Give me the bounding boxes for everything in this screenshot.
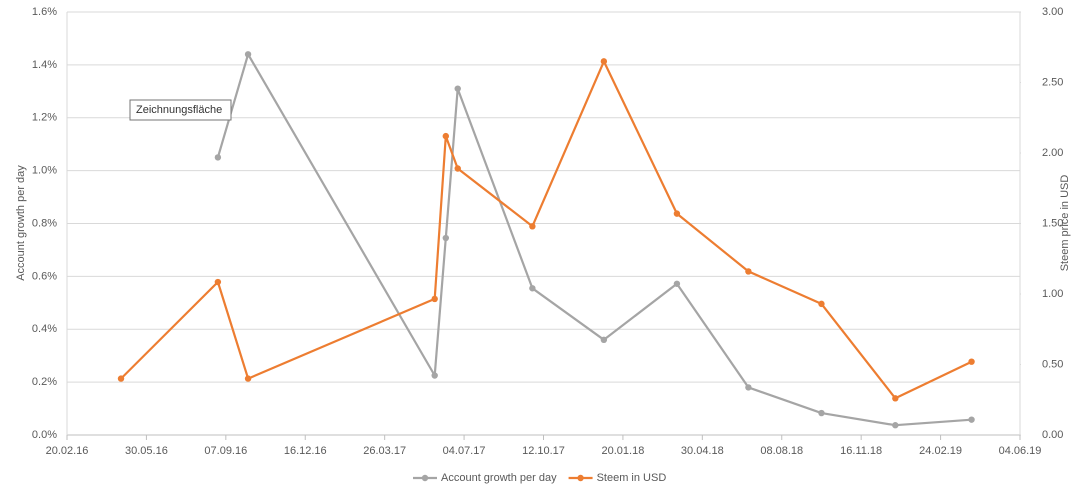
y2-tick-label: 0.00: [1042, 429, 1063, 441]
x-tick-label: 20.02.16: [46, 445, 89, 457]
data-point: [117, 375, 125, 382]
y-tick-label: 1.2%: [32, 112, 57, 124]
data-point: [818, 300, 825, 308]
data-point: [214, 278, 222, 286]
legend-item: Account growth per day: [413, 472, 557, 484]
y-tick-label: 1.6%: [32, 6, 57, 18]
x-tick-label: 12.10.17: [522, 445, 565, 457]
data-point: [600, 336, 608, 344]
x-tick-label: 07.09.16: [204, 445, 247, 457]
y-tick-label: 0.4%: [32, 323, 57, 335]
y2-tick-label: 3.00: [1042, 6, 1063, 18]
y-tick-label: 0.8%: [32, 217, 57, 229]
data-point: [431, 372, 438, 379]
data-point: [244, 375, 252, 382]
series-line: [216, 53, 972, 427]
data-point: [745, 384, 752, 391]
y2-tick-label: 2.00: [1042, 147, 1063, 159]
data-point: [745, 268, 752, 275]
data-point: [818, 409, 825, 417]
data-point: [454, 165, 461, 172]
x-tick-label: 04.06.19: [999, 445, 1042, 457]
legend-marker: [421, 474, 429, 482]
legend-label: Steem in USD: [597, 472, 667, 484]
data-point: [673, 210, 681, 217]
y2-axis-title: Steem price in USD: [1059, 175, 1071, 272]
y2-tick-label: 1.00: [1042, 288, 1063, 300]
legend-marker: [577, 474, 584, 482]
x-tick-label: 16.11.18: [840, 445, 882, 457]
data-point: [244, 51, 252, 58]
data-point: [968, 358, 975, 365]
x-tick-label: 08.08.18: [760, 445, 803, 457]
x-tick-label: 20.01.18: [602, 445, 645, 457]
x-tick-label: 26.03.17: [363, 445, 406, 457]
y-tick-label: 1.4%: [32, 59, 57, 71]
data-point: [892, 422, 899, 429]
data-point: [529, 285, 536, 292]
x-tick-label: 16.12.16: [284, 445, 327, 457]
y2-tick-label: 2.50: [1042, 76, 1063, 88]
data-point: [529, 223, 536, 230]
series-line: [120, 60, 973, 400]
y-tick-label: 1.0%: [32, 165, 57, 177]
annotation-box: [129, 99, 232, 121]
data-point: [454, 85, 461, 92]
y-axis-title: Account growth per day: [15, 165, 27, 281]
annotation: Zeichnungsfläche: [136, 104, 222, 116]
x-tick-label: 04.07.17: [443, 445, 486, 457]
legend-item: Steem in USD: [568, 472, 667, 484]
x-tick-label: 30.04.18: [681, 445, 724, 457]
y-tick-label: 0.2%: [32, 376, 57, 388]
x-tick-label: 30.05.16: [125, 445, 168, 457]
y2-tick-label: 1.50: [1042, 217, 1063, 229]
x-tick-label: 24.02.19: [919, 445, 962, 457]
data-point: [431, 295, 438, 303]
data-point: [214, 154, 222, 161]
y2-tick-label: 0.50: [1042, 358, 1063, 370]
data-point: [442, 234, 450, 242]
data-point: [673, 280, 681, 287]
y-tick-label: 0.6%: [32, 270, 57, 282]
data-point: [442, 132, 450, 140]
data-point: [600, 58, 608, 65]
y-tick-label: 0.0%: [32, 429, 57, 441]
legend-label: Account growth per day: [441, 472, 557, 484]
data-point: [892, 395, 899, 402]
data-point: [968, 416, 975, 423]
